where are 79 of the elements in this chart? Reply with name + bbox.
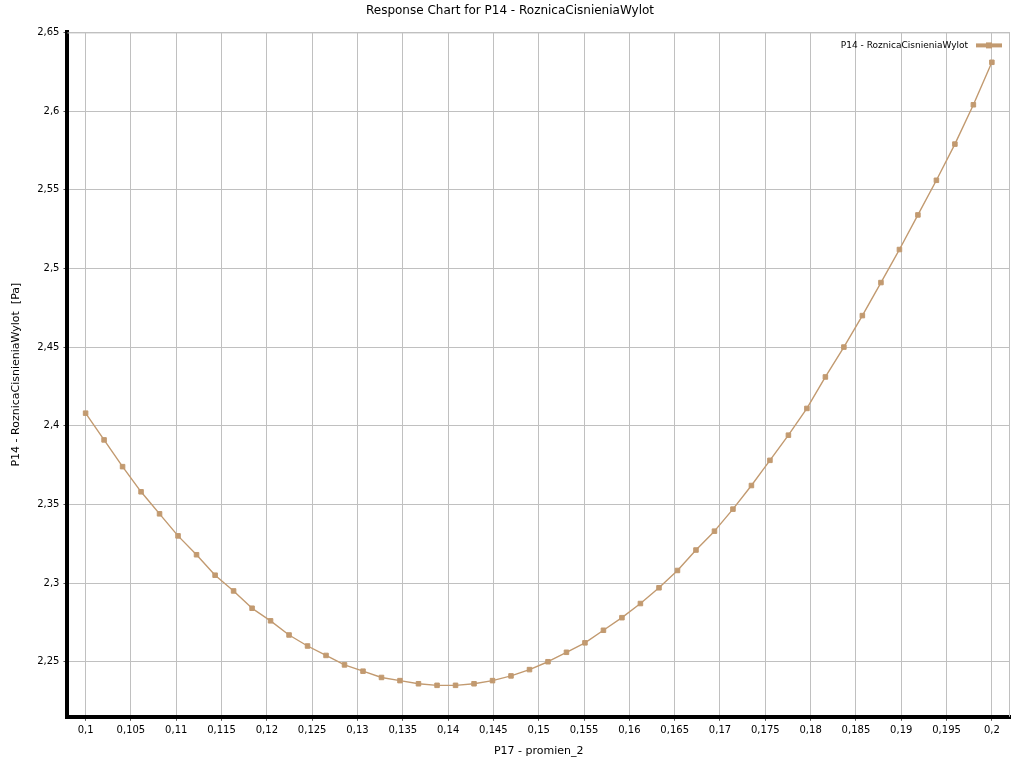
x-tick-label: 0,13: [346, 724, 369, 736]
x-tick-label: 0,135: [388, 724, 418, 736]
x-tick-label: 0,18: [799, 724, 822, 736]
y-tick-label: 2,55: [37, 183, 60, 195]
point: [878, 279, 884, 286]
point: [767, 457, 773, 464]
point: [101, 437, 107, 443]
point: [193, 551, 200, 558]
point: [249, 605, 255, 611]
point: [212, 572, 218, 578]
x-tick-label: 0,2: [983, 724, 1000, 736]
point: [82, 410, 89, 416]
point: [785, 432, 792, 438]
x-tick-label: 0,165: [660, 724, 689, 736]
x-tick-label: 0,175: [750, 724, 780, 736]
y-tick-label: 2,4: [43, 419, 60, 431]
point: [434, 682, 440, 689]
x-tick-label: 0,17: [708, 724, 732, 736]
point: [526, 666, 533, 673]
point: [730, 506, 736, 512]
y-tick-label: 2,35: [37, 497, 60, 509]
point: [138, 489, 144, 495]
point: [952, 141, 958, 147]
point: [267, 618, 274, 624]
point: [970, 102, 977, 108]
point: [822, 374, 829, 380]
point: [286, 632, 292, 638]
legend-label: P14 - RoznicaCisnieniaWylot: [840, 39, 969, 50]
x-tick-label: 0,105: [116, 724, 146, 736]
chart-title: Response Chart for P14 - RoznicaCisnieniaWylot: [365, 3, 655, 18]
y-tick-label: 2,6: [43, 104, 60, 116]
x-tick-label: 0,15: [527, 724, 550, 736]
point: [693, 547, 699, 553]
y-axis-title: P14 - RoznicaCisnieniaWylot [Pa]: [9, 282, 23, 467]
x-tick-label: 0,185: [841, 724, 871, 736]
point: [600, 627, 607, 634]
point: [841, 344, 847, 350]
point: [859, 312, 866, 319]
point: [582, 640, 588, 646]
point: [360, 668, 366, 674]
point: [489, 677, 496, 684]
x-tick-label: 0,12: [255, 724, 278, 736]
y-tick-label: 2,65: [37, 25, 60, 37]
y-tick-label: 2,25: [37, 655, 60, 667]
x-tick-label: 0,155: [569, 724, 599, 736]
point: [119, 463, 126, 470]
x-tick-label: 0,115: [207, 724, 236, 736]
point: [915, 212, 921, 218]
point: [508, 673, 514, 679]
x-tick-label: 0,145: [479, 724, 508, 736]
x-tick-label: 0,16: [618, 724, 641, 736]
point: [175, 533, 181, 539]
point: [619, 614, 625, 621]
x-tick-label: 0,11: [165, 724, 188, 736]
y-tick-label: 2,45: [37, 340, 60, 352]
point: [415, 681, 422, 687]
x-tick-label: 0,14: [436, 724, 460, 736]
point: [563, 649, 570, 656]
point: [989, 59, 995, 66]
point: [804, 405, 810, 412]
point: [933, 177, 940, 184]
point: [323, 652, 329, 659]
point: [397, 677, 403, 684]
point: [545, 658, 551, 665]
x-tick-label: 0,125: [297, 724, 327, 736]
point: [156, 511, 163, 517]
point: [230, 588, 237, 594]
point: [452, 682, 459, 689]
point: [656, 585, 662, 591]
x-tick-label: 0,19: [890, 724, 913, 736]
y-tick-label: 2,3: [43, 576, 60, 588]
point: [341, 662, 348, 668]
x-tick-label: 0,195: [932, 724, 961, 736]
point: [304, 643, 311, 649]
x-axis-title: P17 - promien_2: [493, 744, 584, 758]
point: [711, 528, 718, 534]
x-tick-label: 0,1: [77, 724, 94, 736]
point: [471, 681, 477, 687]
y-tick-label: 2,5: [43, 261, 60, 273]
